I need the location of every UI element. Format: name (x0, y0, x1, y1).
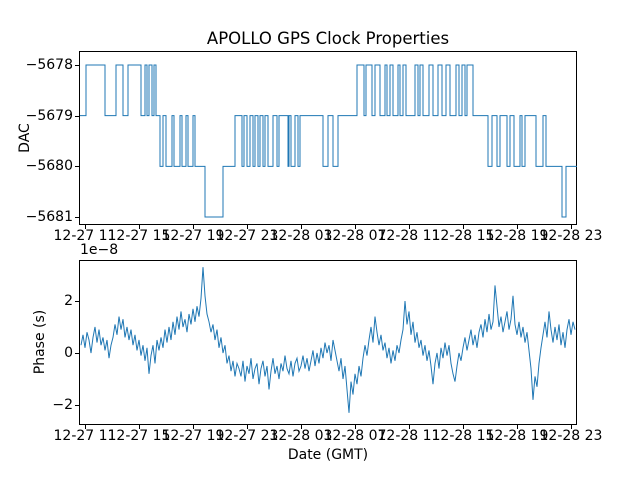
x-tick-label: 12-28 11 (377, 428, 441, 444)
x-tick-mark (139, 425, 140, 429)
x-tick-mark (571, 425, 572, 429)
x-tick-mark (301, 225, 302, 229)
y-tick-label: 0 (64, 345, 73, 361)
x-tick-mark (409, 425, 410, 429)
x-tick-label: 12-28 07 (323, 428, 387, 444)
y-tick-mark (75, 217, 79, 218)
x-tick-mark (571, 225, 572, 229)
x-tick-mark (85, 425, 86, 429)
x-axis-label: Date (GMT) (287, 447, 369, 463)
y-tick-mark (75, 65, 79, 66)
y-tick-mark (75, 301, 79, 302)
x-tick-label: 12-27 19 (161, 228, 225, 244)
x-tick-mark (139, 225, 140, 229)
phase-offset-text: 1e−8 (80, 242, 119, 258)
y-tick-label: −2 (52, 397, 73, 413)
y-tick-mark (75, 115, 79, 117)
x-tick-mark (463, 425, 464, 429)
phase-axes (79, 260, 577, 425)
x-tick-label: 12-28 23 (539, 228, 603, 244)
x-tick-label: 12-27 15 (107, 228, 171, 244)
x-tick-label: 12-27 15 (107, 428, 171, 444)
x-tick-label: 12-27 11 (53, 428, 117, 444)
dac-step-line (80, 64, 577, 218)
x-tick-label: 12-28 03 (269, 428, 333, 444)
y-tick-label: −5681 (25, 209, 73, 225)
y-tick-label: −5678 (25, 57, 73, 73)
y-tick-mark (75, 166, 79, 168)
x-tick-label: 12-28 11 (377, 228, 441, 244)
x-tick-label: 12-28 15 (431, 428, 495, 444)
x-tick-label: 12-28 07 (323, 228, 387, 244)
x-tick-label: 12-28 03 (269, 228, 333, 244)
x-tick-mark (301, 425, 302, 429)
x-tick-label: 12-27 11 (53, 228, 117, 244)
y-tick-label: −5679 (25, 107, 73, 124)
x-tick-mark (247, 425, 248, 429)
x-tick-label: 12-27 23 (215, 228, 279, 244)
x-tick-mark (517, 225, 518, 229)
x-tick-label: 12-28 23 (539, 428, 603, 444)
x-tick-mark (409, 225, 410, 229)
y-tick-mark (75, 353, 79, 354)
figure-title: APOLLO GPS Clock Properties (206, 29, 450, 48)
x-tick-label: 12-28 15 (431, 228, 495, 244)
x-tick-mark (355, 225, 356, 229)
y-tick-mark (75, 405, 79, 406)
x-tick-mark (193, 225, 194, 229)
y-tick-label: 2 (64, 293, 73, 309)
x-tick-label: 12-28 19 (485, 428, 549, 444)
x-tick-mark (355, 425, 356, 429)
phase-noise-line (80, 267, 576, 413)
x-tick-mark (247, 225, 248, 229)
x-tick-mark (193, 425, 194, 429)
x-tick-label: 12-27 23 (215, 428, 279, 444)
x-tick-mark (463, 225, 464, 229)
x-tick-label: 12-28 19 (485, 228, 549, 244)
x-tick-mark (85, 225, 86, 229)
x-tick-label: 12-27 19 (161, 428, 225, 444)
y-tick-label: −5680 (25, 158, 73, 175)
x-tick-mark (517, 425, 518, 429)
